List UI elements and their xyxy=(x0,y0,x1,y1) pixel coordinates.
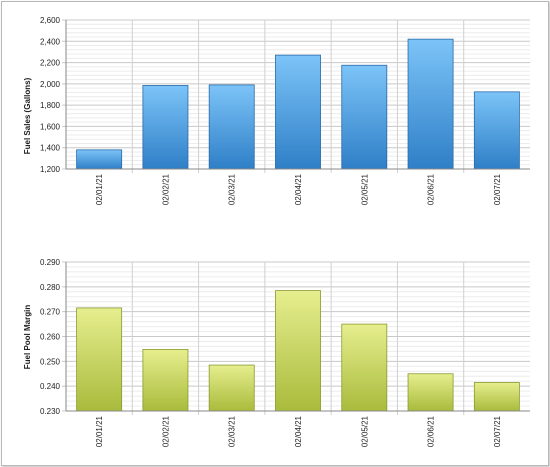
bar xyxy=(341,64,388,170)
y-tick-label: 2,400 xyxy=(40,37,61,46)
y-axis-label: Fuel Pool Margin xyxy=(23,305,32,370)
x-tick-label: 02/03/21 xyxy=(228,415,237,447)
bar xyxy=(341,323,388,412)
fuel-sales-chart: Fuel Sales (Gallons) 1,200 1,400 1,600 1,80… xyxy=(23,16,530,205)
y-tick-label: 0.280 xyxy=(40,283,61,292)
bar xyxy=(473,382,520,412)
y-tick-label: 0.270 xyxy=(40,308,61,317)
bar xyxy=(407,373,454,412)
y-tick-label: 2,200 xyxy=(40,59,61,68)
bar xyxy=(142,85,189,170)
y-tick-label: 0.230 xyxy=(40,407,61,416)
y-tick-label: 1,400 xyxy=(40,144,61,153)
x-tick-label: 02/07/21 xyxy=(493,173,502,205)
y-tick-label: 1,600 xyxy=(40,122,61,131)
x-tick-label: 02/03/21 xyxy=(228,173,237,205)
x-tick-label: 02/01/21 xyxy=(95,415,104,447)
x-tick-label: 02/04/21 xyxy=(294,415,303,447)
x-tick-label: 02/05/21 xyxy=(360,173,369,205)
bar xyxy=(142,349,189,412)
fuel-pool-margin-chart: Fuel Pool Margin 0.230 0.240 0.250 0.260 0.2… xyxy=(23,258,530,447)
x-tick-label: 02/06/21 xyxy=(427,415,436,447)
x-tick-label: 02/07/21 xyxy=(493,415,502,447)
bar xyxy=(407,38,454,170)
y-tick-label: 1,200 xyxy=(40,165,61,174)
x-tick-label: 02/02/21 xyxy=(161,173,170,205)
bar xyxy=(76,149,123,170)
x-tick-label: 02/06/21 xyxy=(427,173,436,205)
bar xyxy=(275,54,321,170)
y-axis-label: Fuel Sales (Gallons) xyxy=(23,77,32,154)
x-tick-label: 02/02/21 xyxy=(161,415,170,447)
y-tick-label: 0.290 xyxy=(40,258,61,267)
y-tick-label: 0.240 xyxy=(40,382,61,391)
bar xyxy=(76,307,123,412)
bar xyxy=(473,91,520,170)
x-tick-label: 02/05/21 xyxy=(360,415,369,447)
y-tick-label: 0.260 xyxy=(40,333,61,342)
bar xyxy=(208,364,255,412)
y-tick-label: 2,000 xyxy=(40,80,61,89)
x-tick-label: 02/01/21 xyxy=(95,173,104,205)
y-tick-label: 0.250 xyxy=(40,357,61,366)
bar xyxy=(275,290,321,412)
x-tick-label: 02/04/21 xyxy=(294,173,303,205)
y-tick-label: 1,800 xyxy=(40,101,61,110)
y-tick-label: 2,600 xyxy=(40,16,61,25)
bar xyxy=(208,84,255,170)
